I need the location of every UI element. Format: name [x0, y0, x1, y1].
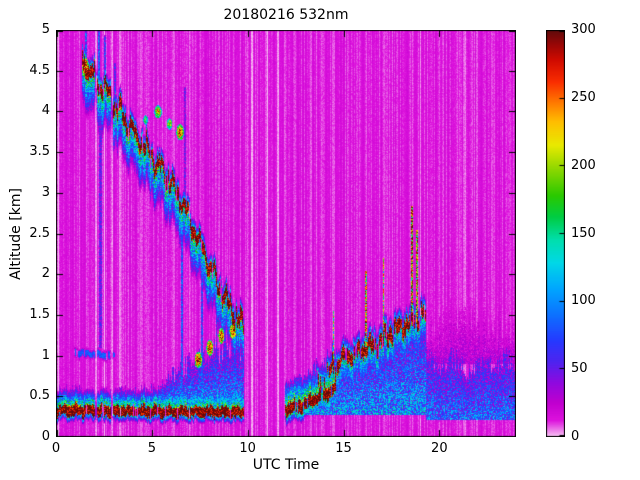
colorbar-tick-label: 150	[571, 225, 596, 241]
x-tick-label: 10	[239, 441, 256, 456]
y-tick-label: 5	[41, 22, 50, 37]
colorbar-tick-label: 50	[571, 361, 588, 377]
y-tick-label: 3.5	[29, 144, 50, 160]
y-tick-label: 0.5	[29, 388, 50, 404]
colorbar-tick-label: 0	[571, 429, 580, 444]
colorbar-tick-label: 100	[571, 293, 596, 309]
x-tick-label: 20	[431, 441, 448, 456]
heatmap-canvas	[56, 30, 516, 437]
x-tick-label: 5	[147, 441, 156, 456]
colorbar-canvas	[546, 30, 565, 437]
y-tick-label: 4	[41, 103, 50, 119]
y-tick-label: 3	[41, 184, 50, 200]
y-tick-label: 2	[41, 266, 50, 282]
y-tick-label: 1	[41, 347, 50, 363]
x-tick-label: 0	[51, 441, 61, 456]
x-tick-label: 15	[335, 441, 352, 456]
y-tick-label: 2.5	[29, 225, 50, 241]
y-tick-label: 0	[41, 429, 50, 444]
colorbar-tick-label: 200	[571, 157, 596, 173]
x-axis-label: UTC Time	[252, 457, 320, 473]
chart-title: 20180216 532nm	[223, 7, 349, 23]
colorbar-tick-label: 300	[571, 22, 596, 37]
colorbar-tick-label: 250	[571, 89, 596, 105]
y-tick-label: 4.5	[29, 62, 50, 78]
y-tick-label: 1.5	[29, 306, 50, 322]
